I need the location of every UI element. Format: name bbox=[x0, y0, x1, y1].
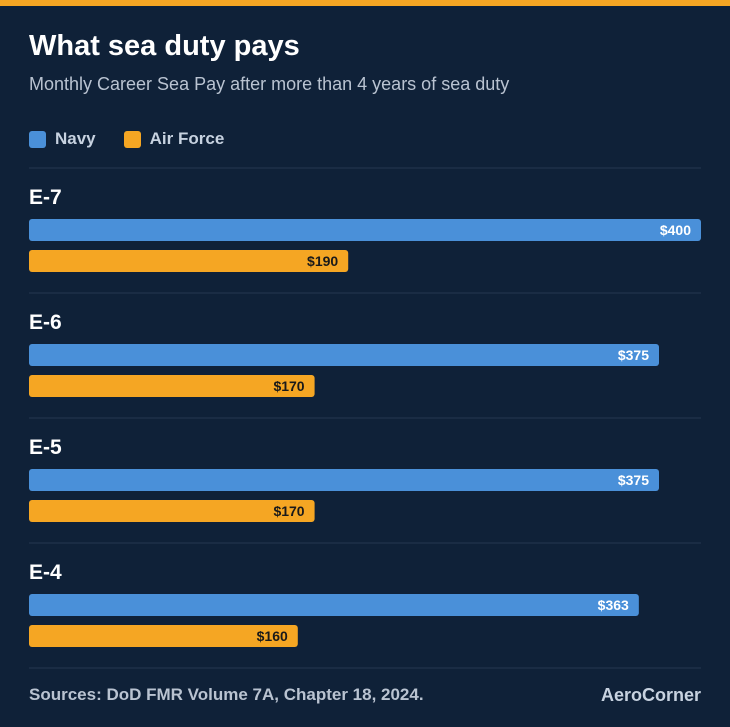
category-label: E-4 bbox=[29, 561, 62, 584]
data-label: $170 bbox=[273, 378, 304, 394]
data-label: $375 bbox=[618, 347, 649, 363]
bar-navy bbox=[29, 469, 659, 491]
bar-air-force bbox=[29, 500, 315, 522]
legend-swatch-air-force bbox=[123, 130, 141, 148]
footer-brand: AeroCorner bbox=[600, 685, 701, 705]
bar-air-force bbox=[29, 375, 315, 397]
data-label: $375 bbox=[618, 472, 649, 488]
top-accent-bar bbox=[0, 0, 730, 6]
bar-navy bbox=[29, 219, 701, 241]
data-label: $160 bbox=[257, 628, 288, 644]
category-label: E-6 bbox=[29, 311, 62, 334]
bar-air-force bbox=[29, 250, 349, 272]
footer-source: Sources: DoD FMR Volume 7A, Chapter 18, … bbox=[29, 685, 424, 704]
chart-subtitle: Monthly Career Sea Pay after more than 4… bbox=[29, 74, 510, 94]
bar-navy bbox=[29, 594, 639, 616]
bar-navy bbox=[29, 344, 659, 366]
data-label: $190 bbox=[307, 253, 338, 269]
chart-title: What sea duty pays bbox=[29, 30, 300, 62]
legend-item-navy: Navy bbox=[29, 129, 96, 149]
category-label: E-5 bbox=[29, 436, 62, 459]
legend: Navy Air Force bbox=[29, 129, 252, 149]
bar-air-force bbox=[29, 625, 298, 647]
bar-chart: E-7 $400 $190 E-6 $375 $170 E-5 $375 $170 E-4 $363… bbox=[29, 167, 701, 669]
legend-swatch-navy bbox=[29, 130, 46, 148]
legend-label-air-force: Air Force bbox=[149, 129, 225, 148]
data-label: $363 bbox=[598, 597, 629, 613]
data-label: $170 bbox=[273, 503, 304, 519]
data-label: $400 bbox=[660, 222, 691, 238]
legend-label-navy: Navy bbox=[55, 129, 96, 148]
category-label: E-7 bbox=[29, 186, 62, 209]
legend-item-air-force: Air Force bbox=[123, 129, 225, 149]
